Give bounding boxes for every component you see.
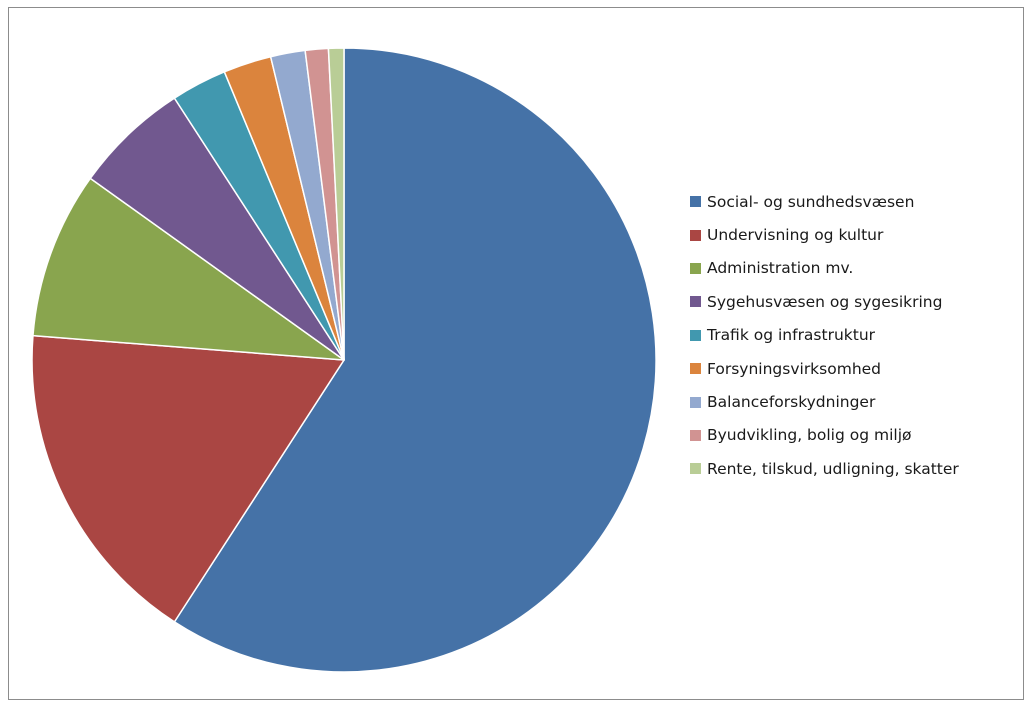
pie-slice-social — [173, 47, 657, 673]
legend-label: Byudvikling, bolig og miljø — [707, 426, 912, 445]
legend-swatch — [690, 196, 701, 208]
pie-slice-administration — [32, 177, 345, 361]
legend-item-forsyning: Forsyningsvirksomhed — [690, 352, 1030, 385]
legend-swatch — [690, 262, 701, 274]
legend-item-rente: Rente, tilskud, udligning, skatter — [690, 452, 1030, 485]
legend-label: Administration mv. — [707, 259, 854, 278]
legend-item-balance: Balanceforskydninger — [690, 385, 1030, 418]
legend-label: Social- og sundhedsvæsen — [707, 192, 915, 211]
legend-label: Rente, tilskud, udligning, skatter — [707, 459, 959, 478]
chart-frame: Social- og sundhedsvæsen Undervisning og… — [8, 7, 1024, 700]
legend-swatch — [690, 329, 701, 341]
legend-label: Forsyningsvirksomhed — [707, 359, 882, 378]
legend-item-sygehus: Sygehusvæsen og sygesikring — [690, 285, 1030, 318]
legend-item-administration: Administration mv. — [690, 252, 1030, 285]
legend-swatch — [690, 229, 701, 241]
legend: Social- og sundhedsvæsen Undervisning og… — [690, 185, 1030, 486]
legend-label: Trafik og infrastruktur — [707, 326, 876, 345]
legend-label: Balanceforskydninger — [707, 393, 876, 412]
legend-item-trafik: Trafik og infrastruktur — [690, 319, 1030, 352]
legend-swatch — [690, 463, 701, 475]
pie-slice-rente — [327, 47, 345, 361]
legend-label: Undervisning og kultur — [707, 226, 884, 245]
legend-swatch — [690, 363, 701, 375]
legend-swatch — [690, 296, 701, 308]
legend-label: Sygehusvæsen og sygesikring — [707, 292, 943, 311]
pie-chart — [31, 47, 657, 673]
legend-swatch — [690, 429, 701, 441]
legend-swatch — [690, 396, 701, 408]
pie-slice-undervisning — [31, 334, 345, 623]
legend-item-social: Social- og sundhedsvæsen — [690, 185, 1030, 218]
legend-item-undervisning: Undervisning og kultur — [690, 218, 1030, 251]
legend-item-byudvikling: Byudvikling, bolig og miljø — [690, 419, 1030, 452]
